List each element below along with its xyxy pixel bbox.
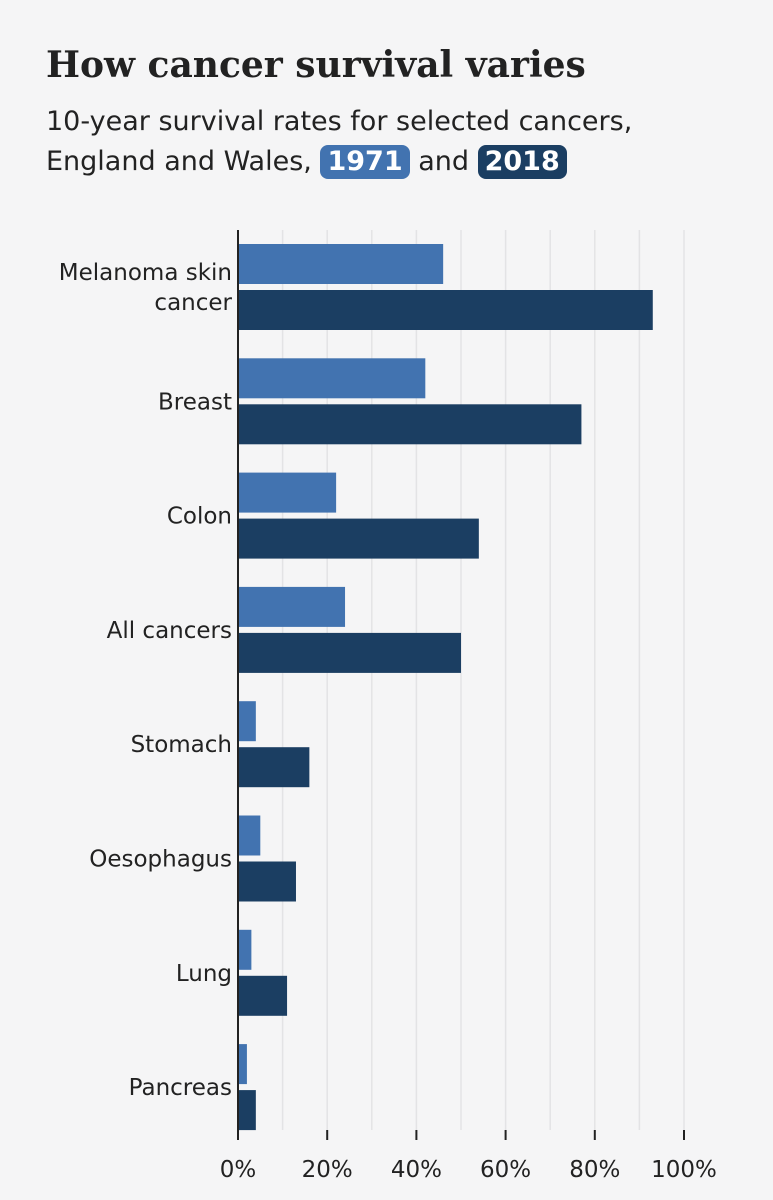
x-tick-label: 0%: [220, 1157, 257, 1183]
category-label: Pancreas: [129, 1075, 232, 1101]
bar-1971: [238, 1044, 247, 1085]
bar-1971: [238, 586, 346, 627]
x-axis-ticks: 0% 20% 40% 60% 80% 100%: [220, 1130, 717, 1183]
legend-1971-pill: 1971: [320, 145, 410, 179]
bars: [238, 244, 653, 1131]
bar-1971: [238, 929, 252, 970]
bar-2018: [238, 861, 296, 902]
subtitle-joiner: and: [418, 146, 469, 177]
x-tick-label: 40%: [391, 1157, 442, 1183]
bar-2018: [238, 290, 653, 330]
subtitle-line-1: 10-year survival rates for selected canc…: [46, 106, 633, 137]
bar-2018: [238, 632, 461, 673]
x-tick-label: 60%: [480, 1157, 531, 1183]
bar-2018: [238, 975, 288, 1016]
category-label: All cancers: [107, 618, 232, 644]
bar-1971: [238, 472, 337, 513]
x-tick-label: 20%: [302, 1157, 353, 1183]
subtitle-prefix: England and Wales,: [46, 146, 312, 177]
legend-2018-pill: 2018: [477, 145, 567, 179]
bar-1971: [238, 701, 256, 742]
x-tick-label: 100%: [651, 1157, 717, 1183]
bar-1971: [238, 244, 444, 284]
category-labels: Melanoma skin cancer Breast Colon All cancer…: [59, 260, 233, 1101]
bar-2018: [238, 404, 582, 445]
subtitle-line-2: England and Wales, 1971 and 2018: [46, 142, 746, 182]
category-label: Oesophagus: [89, 847, 232, 873]
category-label: Stomach: [131, 732, 232, 758]
bar-2018: [238, 1090, 256, 1131]
bar-2018: [238, 747, 310, 788]
category-label: Lung: [176, 961, 232, 987]
chart-subtitle: 10-year survival rates for selected canc…: [46, 102, 746, 182]
bar-1971: [238, 815, 261, 856]
bar-1971: [238, 358, 426, 399]
x-tick-label: 80%: [569, 1157, 620, 1183]
category-label: cancer: [154, 290, 232, 316]
bar-2018: [238, 518, 479, 559]
category-label: Melanoma skin: [59, 260, 232, 286]
category-label: Breast: [158, 389, 232, 415]
chart-title: How cancer survival varies: [46, 44, 586, 86]
category-label: Colon: [167, 504, 232, 530]
